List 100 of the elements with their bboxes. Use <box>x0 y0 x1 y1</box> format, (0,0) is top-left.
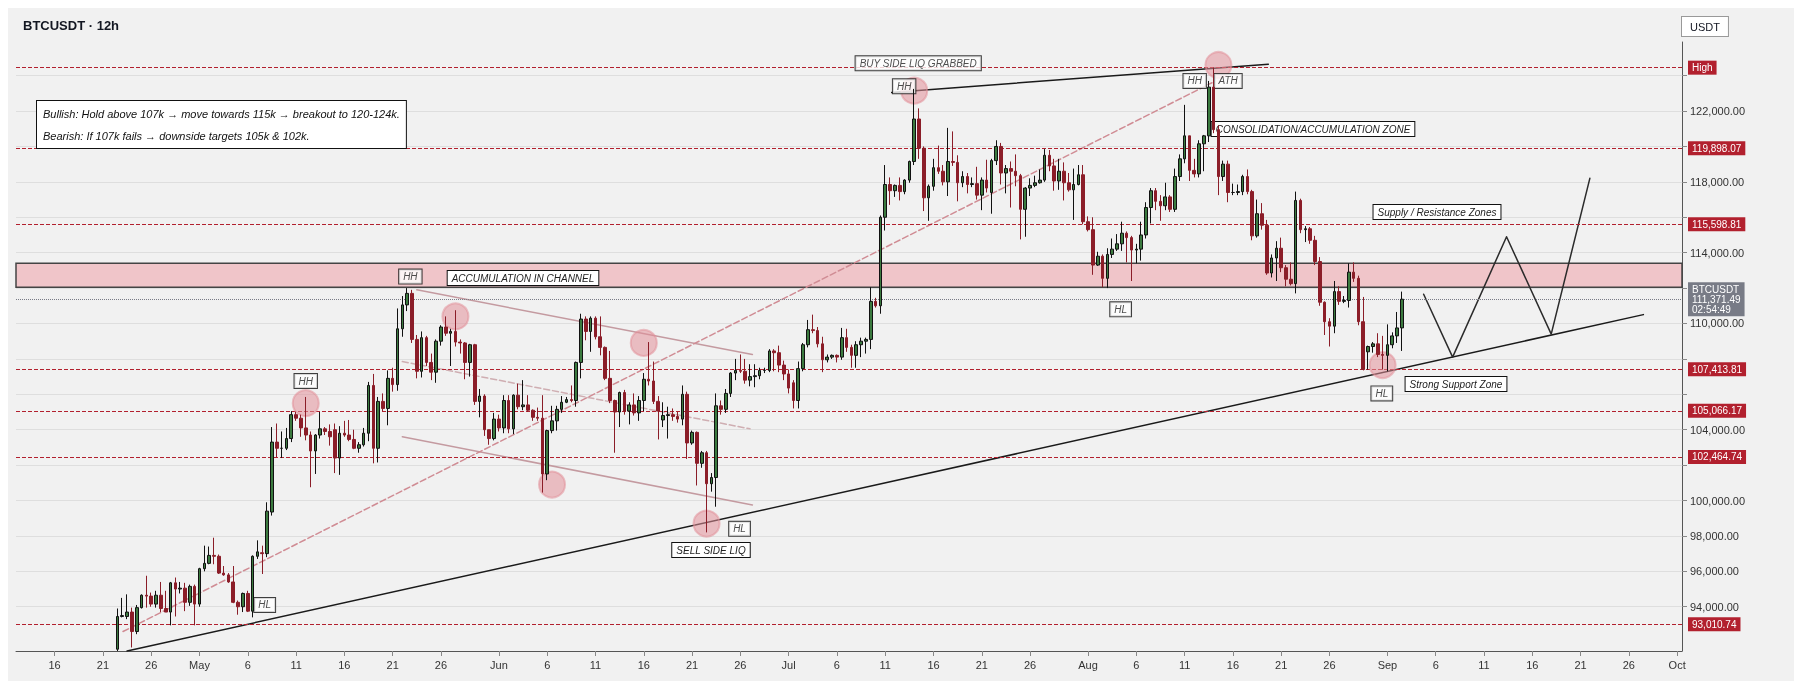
candlestick <box>632 392 636 417</box>
candlestick <box>275 423 279 458</box>
x-tick-label: 21 <box>975 658 988 671</box>
candlestick <box>1333 280 1336 334</box>
candlestick <box>570 384 573 403</box>
chart-title: BTCUSDT · 12h <box>23 18 120 33</box>
candlestick <box>893 184 897 198</box>
ref-line-label: 105,066.17 <box>1692 405 1743 417</box>
candlestick <box>174 577 177 617</box>
candlestick <box>845 328 848 353</box>
x-tick-label: Aug <box>1078 658 1098 671</box>
candlestick <box>280 430 283 459</box>
candlestick <box>584 315 588 341</box>
candlestick <box>1101 253 1104 288</box>
candlestick <box>154 590 158 609</box>
candlestick <box>391 367 394 393</box>
candlestick <box>1275 240 1278 282</box>
annotation: HH <box>896 80 913 92</box>
candlestick <box>961 170 964 188</box>
x-tick-label: 6 <box>244 658 251 671</box>
candlestick <box>700 450 704 469</box>
x-tick-label: Oct <box>1668 658 1686 671</box>
candlestick <box>198 567 201 608</box>
candlestick <box>719 400 723 416</box>
x-tick-label: 6 <box>833 658 840 671</box>
candlestick <box>623 389 626 416</box>
candlestick <box>671 407 675 422</box>
candlestick <box>618 391 621 428</box>
x-tick-label: 16 <box>1226 658 1240 671</box>
x-tick-label: 16 <box>338 658 351 671</box>
candlestick <box>372 373 375 464</box>
candlestick <box>792 379 795 409</box>
candlestick <box>1163 182 1167 211</box>
candlestick <box>999 142 1003 186</box>
y-tick-label: 104,000.00 <box>1690 423 1746 436</box>
candlestick <box>685 391 689 460</box>
candlestick <box>898 176 902 201</box>
x-tick-label: 26 <box>1323 658 1336 671</box>
candlestick <box>714 392 718 508</box>
y-tick-label: 118,000.00 <box>1690 175 1745 188</box>
candlestick <box>946 127 950 197</box>
candlestick <box>497 414 501 432</box>
candlestick <box>1057 158 1061 191</box>
candlestick <box>888 176 892 206</box>
x-tick-label: 11 <box>1478 658 1490 671</box>
x-tick-label: 21 <box>685 658 699 671</box>
x-tick-label: 6 <box>544 658 551 671</box>
annotation: HH <box>298 375 314 387</box>
candlestick <box>734 358 737 381</box>
candlestick <box>1019 173 1022 240</box>
x-tick-label: 16 <box>927 658 940 671</box>
annotation: SELL SIDE LIQ <box>676 544 746 556</box>
x-tick-label: Jun <box>490 658 508 671</box>
candlestick <box>541 394 544 494</box>
ref-line-label: 102,464.74 <box>1692 451 1743 463</box>
ref-line-label: 119,898.07 <box>1692 142 1742 154</box>
x-tick-label: 16 <box>1526 658 1539 671</box>
candlestick <box>1072 168 1075 221</box>
candlestick <box>627 401 631 425</box>
x-tick-label: Jul <box>781 658 796 671</box>
candlestick <box>932 158 935 192</box>
y-axis-title: USDT <box>1690 20 1721 33</box>
annotation: Strong Support Zone <box>1409 378 1503 390</box>
x-tick-label: 21 <box>386 658 399 671</box>
x-tick-label: 16 <box>637 658 650 671</box>
x-tick-label: 21 <box>1275 658 1288 671</box>
y-tick-label: 114,000.00 <box>1690 246 1745 259</box>
x-tick-label: 11 <box>879 658 891 671</box>
candlestick <box>695 430 699 486</box>
y-tick-label: 100,000.00 <box>1690 494 1746 507</box>
candlestick <box>169 581 172 626</box>
candlestick <box>681 384 684 426</box>
annotation: HL <box>733 523 746 535</box>
x-tick-label: 26 <box>434 658 448 671</box>
candlestick <box>980 176 984 211</box>
candlestick <box>478 388 481 418</box>
x-tick-label: 16 <box>48 658 61 671</box>
candlestick <box>850 344 853 369</box>
x-tick-label: 6 <box>1133 658 1140 671</box>
candlestick <box>492 412 496 441</box>
candlestick <box>927 184 930 222</box>
candlestick <box>449 328 452 367</box>
x-tick-label: 11 <box>589 658 602 671</box>
candlestick <box>1168 194 1172 213</box>
annotation: HL <box>258 599 272 611</box>
annotation: Supply / Resistance Zones <box>1377 206 1497 218</box>
annotation: BUY SIDE LIQ GRABBED <box>859 57 977 69</box>
candlestick <box>1125 230 1128 263</box>
candlestick <box>975 166 979 201</box>
x-tick-label: 21 <box>96 658 110 671</box>
candlestick <box>386 369 390 426</box>
candlestick <box>1304 225 1307 243</box>
annotation: HH <box>403 271 419 283</box>
candlestick <box>183 582 187 612</box>
annotation: ACCUMULATION IN CHANNEL <box>450 272 595 284</box>
candlestick <box>1328 317 1331 347</box>
candlestick <box>1255 199 1259 239</box>
candlestick <box>705 450 708 533</box>
candlestick <box>376 396 380 463</box>
candlestick <box>565 396 568 404</box>
